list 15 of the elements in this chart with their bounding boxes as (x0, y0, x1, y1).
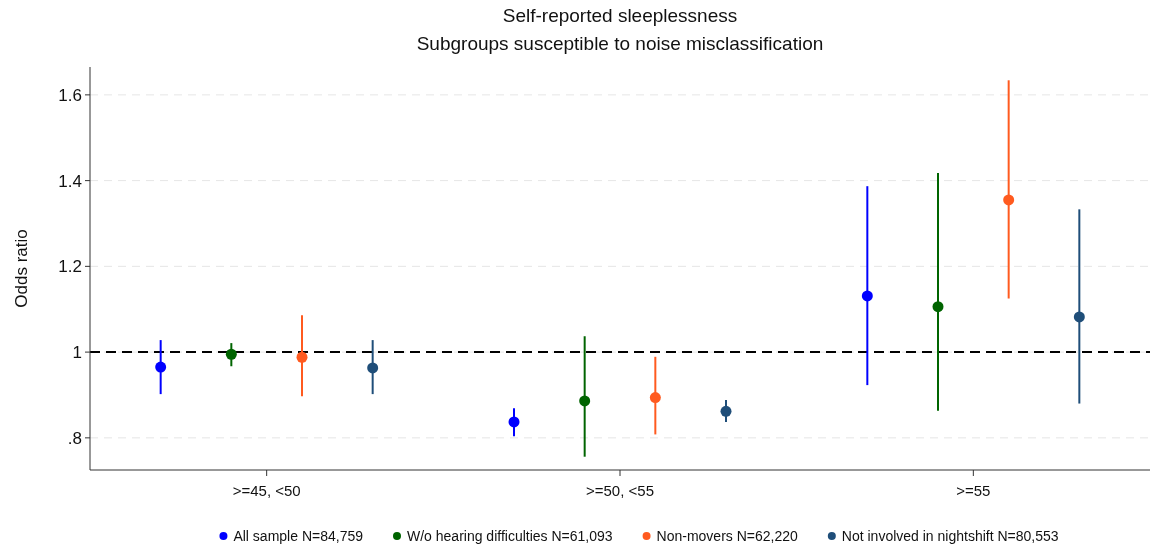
legend-label: All sample N=84,759 (233, 528, 364, 544)
chart-title: Self-reported sleeplessness (502, 5, 738, 26)
legend-label: W/o hearing difficulties N=61,093 (407, 528, 613, 544)
x-tick-label: >=50, <55 (586, 482, 654, 499)
y-tick-label: 1 (72, 343, 82, 363)
y-tick-label: 1.4 (58, 171, 82, 191)
legend-label: Non-movers N=62,220 (656, 528, 799, 544)
legend-label: Not involved in nightshift N=80,553 (841, 528, 1059, 544)
y-tick-label: .8 (67, 428, 82, 448)
x-tick-label: >=45, <50 (232, 482, 301, 499)
y-axis-title: Odds ratio (12, 229, 31, 308)
chart-subtitle: Subgroups susceptible to noise misclassification (416, 33, 824, 54)
y-tick-label: 1.6 (58, 85, 82, 105)
y-tick-label: 1.2 (58, 257, 82, 277)
x-tick-label: >=55 (956, 482, 991, 499)
